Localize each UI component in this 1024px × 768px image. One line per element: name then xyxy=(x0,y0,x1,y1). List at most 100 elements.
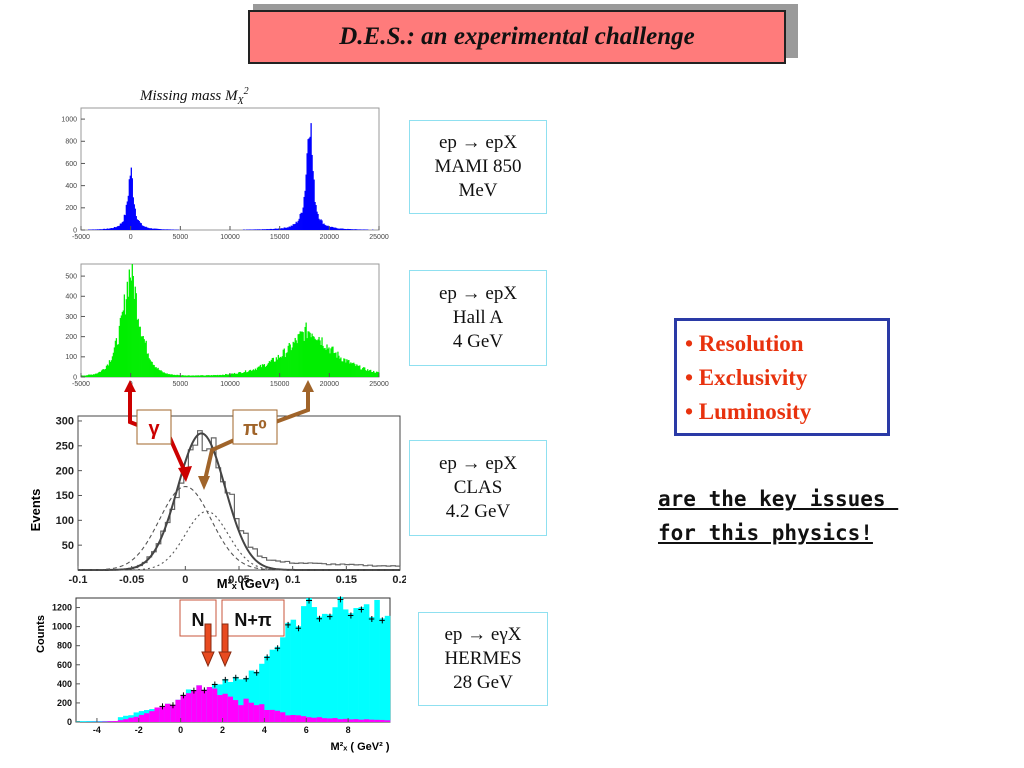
histogram-bar xyxy=(248,229,251,230)
histogram-bar xyxy=(119,317,122,377)
mami-facility: MAMI 850 xyxy=(434,156,522,177)
histogram-bar xyxy=(173,374,175,377)
histogram-bar xyxy=(260,229,263,230)
hermes-data-point xyxy=(264,654,271,661)
histogram-bar xyxy=(104,368,107,377)
histogram-bar xyxy=(318,218,320,230)
histogram-bar xyxy=(299,214,301,230)
hermes-bar-cyan xyxy=(332,607,338,722)
hermes-bar-cyan xyxy=(316,616,323,722)
histogram-bar xyxy=(172,375,174,377)
histogram-bar xyxy=(347,228,349,230)
histogram-bar xyxy=(136,319,138,377)
histogram-bar xyxy=(232,373,235,377)
y-tick-label: 400 xyxy=(65,294,77,301)
n-label: N xyxy=(192,610,205,630)
histogram-bar xyxy=(321,220,323,230)
histogram-bar xyxy=(349,229,351,230)
hermes-bar-magenta xyxy=(217,695,223,722)
histogram-bar xyxy=(161,371,163,377)
histogram-bar xyxy=(360,369,362,377)
hermes-bar-cyan xyxy=(379,618,386,722)
histogram-bar xyxy=(326,344,328,377)
hermes-bar-magenta xyxy=(185,693,192,722)
histogram-bar xyxy=(359,365,361,377)
histogram-bar xyxy=(162,229,164,230)
histogram-bar xyxy=(314,201,316,230)
histogram-bar xyxy=(105,365,108,377)
histogram-bar xyxy=(167,374,169,377)
histogram-bar xyxy=(139,222,141,230)
histogram-bar xyxy=(337,228,339,230)
hermes-bar-cyan xyxy=(342,609,349,722)
histogram-bar xyxy=(327,225,329,230)
histogram-bar xyxy=(275,228,277,230)
title-box: D.E.S.: an experimental challenge xyxy=(248,10,786,64)
hermes-bar-cyan xyxy=(295,626,302,722)
histogram-bar xyxy=(151,228,153,230)
histogram-bar xyxy=(153,364,155,377)
histogram-bar xyxy=(151,361,153,377)
histogram-bar xyxy=(319,220,321,230)
hermes-bar-magenta xyxy=(112,721,119,722)
hermes-bar-magenta xyxy=(274,710,281,722)
histogram-bar xyxy=(225,373,227,377)
histogram-bar xyxy=(260,367,263,377)
histogram-bar xyxy=(117,344,120,377)
histogram-bar xyxy=(264,229,267,230)
histogram-bar xyxy=(284,357,286,377)
gamma-box xyxy=(136,409,172,445)
histogram-bar xyxy=(303,340,305,377)
hermes-data-point xyxy=(211,681,218,688)
histogram-bar xyxy=(155,228,157,230)
hermes-ylabel: Counts xyxy=(35,615,47,653)
histogram-bar xyxy=(331,346,333,377)
histogram-bar xyxy=(165,373,167,377)
histogram-bar xyxy=(311,333,313,377)
histogram-bar xyxy=(242,372,245,377)
histogram-bar xyxy=(360,229,362,230)
hermes-bar-magenta xyxy=(264,709,270,722)
hermes-bar-magenta xyxy=(206,687,213,722)
hermes-bar-magenta xyxy=(337,719,344,722)
histogram-bar xyxy=(328,347,330,377)
histogram-bar xyxy=(324,347,326,377)
x-tick-label: 25000 xyxy=(369,381,389,388)
histogram-bar xyxy=(336,228,338,230)
histogram-bar xyxy=(369,370,371,377)
hermes-data-point xyxy=(159,703,166,710)
histogram-bar xyxy=(94,229,97,230)
x-tick-label: 0.05 xyxy=(228,574,249,586)
caption-sub: X xyxy=(237,96,244,107)
histogram-bar xyxy=(189,375,191,377)
hermes-bar-magenta xyxy=(353,719,359,722)
histogram-bar xyxy=(301,212,303,230)
histogram-bar xyxy=(127,296,129,377)
histogram-bar xyxy=(373,370,375,377)
histogram-bar xyxy=(375,372,377,377)
histogram-bar xyxy=(132,197,134,230)
y-tick-label: 0 xyxy=(73,227,77,234)
histogram-bar xyxy=(166,373,168,377)
hermes-bar-magenta xyxy=(311,717,318,722)
histogram-bar xyxy=(297,334,299,377)
y-tick-label: 200 xyxy=(57,698,72,708)
histogram-bar xyxy=(141,225,143,230)
npi-arrow-head xyxy=(218,651,232,668)
hermes-facility: HERMES xyxy=(444,648,522,669)
histogram-bar xyxy=(331,226,333,230)
histogram-bar xyxy=(94,373,97,377)
histogram-bar xyxy=(351,229,353,230)
histogram-bar xyxy=(170,374,172,377)
histogram-bar xyxy=(105,228,108,230)
histogram-bar xyxy=(157,367,159,377)
hermes-bar-magenta xyxy=(238,705,244,722)
histogram-bar xyxy=(155,367,157,377)
y-tick-label: 400 xyxy=(57,679,72,689)
histogram-bar xyxy=(182,375,184,377)
histogram-bar xyxy=(358,366,360,377)
histogram-bar xyxy=(126,201,128,230)
histogram-bar xyxy=(296,343,298,377)
histogram-bar xyxy=(146,353,148,377)
x-tick-label: -0.05 xyxy=(119,574,144,586)
